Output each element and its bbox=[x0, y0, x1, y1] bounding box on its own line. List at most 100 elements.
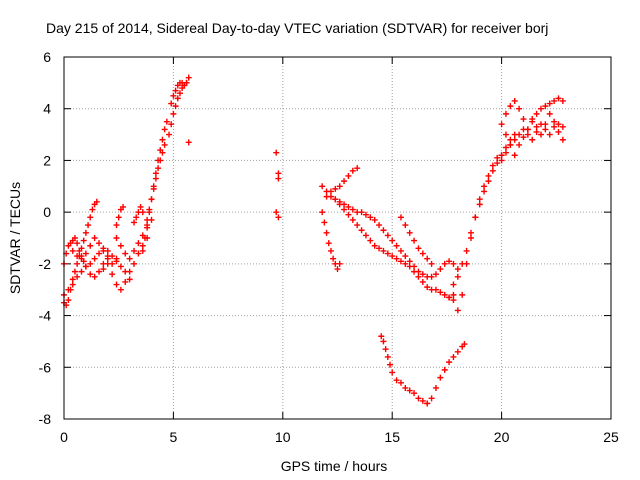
data-point bbox=[511, 136, 518, 143]
y-tick-label: -2 bbox=[39, 256, 52, 272]
data-point bbox=[141, 235, 148, 241]
data-point bbox=[185, 74, 192, 81]
y-tick-labels: -8 -6 -4 -2 0 2 4 6 bbox=[39, 49, 52, 427]
data-point bbox=[437, 289, 444, 296]
data-point bbox=[446, 258, 453, 265]
x-tick-label: 20 bbox=[494, 429, 510, 445]
data-point bbox=[454, 273, 461, 280]
y-tick-label: -6 bbox=[39, 359, 52, 375]
data-point bbox=[336, 201, 343, 208]
data-point bbox=[139, 242, 146, 249]
data-point bbox=[397, 258, 404, 265]
data-point bbox=[139, 209, 146, 216]
data-point bbox=[336, 260, 343, 267]
data-point bbox=[502, 110, 509, 117]
data-point bbox=[485, 178, 492, 185]
data-point bbox=[446, 294, 453, 301]
data-point bbox=[358, 227, 365, 234]
y-tick-label: 0 bbox=[43, 204, 51, 220]
data-point bbox=[89, 206, 96, 213]
data-point bbox=[170, 110, 177, 117]
data-point bbox=[157, 157, 164, 164]
data-point bbox=[428, 273, 435, 280]
data-point bbox=[100, 266, 107, 273]
data-point bbox=[393, 255, 400, 262]
data-point bbox=[133, 214, 140, 221]
data-point bbox=[441, 291, 448, 298]
y-tick-label: 6 bbox=[43, 49, 51, 65]
data-point bbox=[126, 255, 133, 262]
data-point bbox=[82, 250, 89, 257]
data-point bbox=[402, 384, 409, 391]
chart-title: Day 215 of 2014, Sidereal Day-to-day VTE… bbox=[46, 20, 548, 36]
data-point bbox=[367, 237, 374, 244]
data-point bbox=[126, 276, 133, 283]
data-point bbox=[481, 183, 488, 190]
data-point bbox=[65, 286, 72, 293]
data-point bbox=[371, 216, 378, 223]
data-point bbox=[82, 229, 89, 236]
data-point bbox=[100, 247, 107, 254]
data-point bbox=[494, 160, 501, 167]
data-point bbox=[117, 263, 124, 270]
data-point bbox=[161, 126, 168, 133]
data-point bbox=[362, 232, 369, 239]
data-point bbox=[131, 260, 138, 267]
data-point bbox=[419, 271, 426, 278]
data-point bbox=[546, 100, 553, 107]
data-point bbox=[380, 247, 387, 254]
data-point bbox=[148, 196, 155, 203]
data-point bbox=[516, 131, 523, 138]
data-point bbox=[459, 291, 466, 298]
data-point bbox=[441, 366, 448, 373]
data-point bbox=[424, 400, 431, 407]
data-point bbox=[65, 297, 72, 304]
data-point bbox=[323, 229, 330, 236]
data-point bbox=[406, 263, 413, 270]
data-point bbox=[393, 242, 400, 249]
data-point bbox=[533, 110, 540, 117]
data-point bbox=[155, 165, 162, 172]
data-point bbox=[406, 258, 413, 265]
data-point bbox=[476, 201, 483, 208]
data-point bbox=[520, 134, 527, 141]
data-point bbox=[485, 172, 492, 179]
data-point bbox=[382, 346, 389, 353]
data-point bbox=[498, 152, 505, 159]
data-point bbox=[459, 260, 466, 267]
x-tick-label: 25 bbox=[603, 429, 619, 445]
data-point bbox=[319, 209, 326, 216]
data-point bbox=[555, 95, 562, 102]
data-point bbox=[91, 235, 98, 241]
data-point bbox=[358, 209, 365, 216]
data-point bbox=[82, 263, 89, 270]
data-point bbox=[489, 162, 496, 169]
data-point bbox=[275, 170, 282, 177]
data-point bbox=[341, 178, 348, 185]
data-point bbox=[498, 121, 505, 128]
data-point bbox=[424, 255, 431, 262]
data-point bbox=[516, 141, 523, 148]
x-tick-label: 15 bbox=[384, 429, 400, 445]
data-point bbox=[172, 87, 179, 94]
y-tick-label: -8 bbox=[39, 411, 52, 427]
data-point bbox=[91, 273, 98, 280]
data-point bbox=[389, 369, 396, 376]
data-point bbox=[275, 214, 282, 221]
data-point bbox=[332, 185, 339, 192]
data-point bbox=[139, 247, 146, 254]
data-point bbox=[161, 141, 168, 148]
data-point bbox=[494, 154, 501, 161]
data-point bbox=[542, 126, 549, 133]
data-point bbox=[507, 141, 514, 148]
data-point bbox=[152, 175, 159, 182]
data-point bbox=[384, 353, 391, 360]
data-point bbox=[555, 121, 562, 128]
x-axis-label: GPS time / hours bbox=[281, 458, 388, 474]
data-point bbox=[321, 219, 328, 226]
data-point bbox=[345, 211, 352, 218]
data-point bbox=[376, 245, 383, 252]
data-point bbox=[367, 214, 374, 221]
data-point bbox=[384, 232, 391, 239]
